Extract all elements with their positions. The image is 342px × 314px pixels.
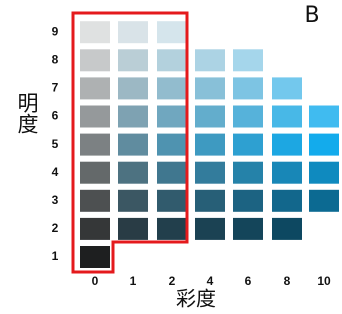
swatch: [157, 218, 187, 240]
swatch: [195, 77, 225, 99]
swatch: [80, 21, 110, 43]
swatch: [118, 106, 148, 128]
x-tick-label: 4: [207, 274, 214, 288]
swatch: [157, 77, 187, 99]
y-tick-label: 7: [52, 81, 59, 95]
swatch: [195, 134, 225, 156]
x-tick-label: 6: [245, 274, 252, 288]
swatch: [233, 218, 263, 240]
swatch: [233, 77, 263, 99]
swatch: [195, 49, 225, 71]
swatch: [118, 190, 148, 212]
swatch: [80, 77, 110, 99]
x-tick-label: 2: [169, 274, 176, 288]
y-tick-label: 1: [52, 249, 59, 263]
x-tick-label: 8: [284, 274, 291, 288]
y-tick-label: 6: [52, 109, 59, 123]
swatch: [233, 190, 263, 212]
swatch: [272, 218, 302, 240]
swatch-grid: [80, 21, 339, 268]
swatch: [195, 218, 225, 240]
swatch: [309, 190, 339, 212]
y-tick-label: 3: [52, 193, 59, 207]
y-tick-label: 8: [52, 52, 59, 66]
y-axis-title: 明度: [14, 92, 40, 134]
swatch: [157, 134, 187, 156]
y-tick-label: 9: [52, 24, 59, 38]
swatch: [272, 190, 302, 212]
swatch: [80, 162, 110, 184]
swatch: [80, 190, 110, 212]
swatch: [309, 134, 339, 156]
swatch: [118, 77, 148, 99]
panel-label: B: [304, 3, 319, 28]
x-axis-title: 彩度: [176, 287, 216, 311]
swatch: [80, 49, 110, 71]
swatch: [118, 134, 148, 156]
swatch: [157, 190, 187, 212]
swatch: [118, 218, 148, 240]
swatch: [272, 134, 302, 156]
swatch: [80, 106, 110, 128]
swatch: [233, 162, 263, 184]
swatch: [157, 106, 187, 128]
swatch: [157, 21, 187, 43]
swatch: [157, 49, 187, 71]
swatch: [80, 218, 110, 240]
swatch: [272, 162, 302, 184]
swatch: [272, 106, 302, 128]
swatch: [309, 106, 339, 128]
x-tick-label: 0: [92, 274, 99, 288]
y-tick-label: 2: [52, 221, 59, 235]
color-chart: B 彩度 1 2 3 4 5 6 7 8 9 0 1 2 4 6 8 10 明度: [0, 0, 342, 314]
swatch: [272, 77, 302, 99]
y-tick-label: 4: [52, 165, 59, 179]
swatch: [233, 134, 263, 156]
swatch: [80, 134, 110, 156]
swatch: [195, 162, 225, 184]
y-tick-label: 5: [52, 137, 59, 151]
swatch: [80, 246, 110, 268]
chart: B 彩度 1 2 3 4 5 6 7 8 9 0 1 2 4 6 8 10: [0, 0, 342, 314]
swatch: [157, 162, 187, 184]
swatch: [309, 162, 339, 184]
swatch: [118, 21, 148, 43]
swatch: [195, 106, 225, 128]
swatch: [195, 190, 225, 212]
x-tick-label: 10: [317, 274, 331, 288]
swatch: [233, 106, 263, 128]
swatch: [118, 162, 148, 184]
x-tick-label: 1: [130, 274, 137, 288]
swatch: [118, 49, 148, 71]
swatch: [233, 49, 263, 71]
